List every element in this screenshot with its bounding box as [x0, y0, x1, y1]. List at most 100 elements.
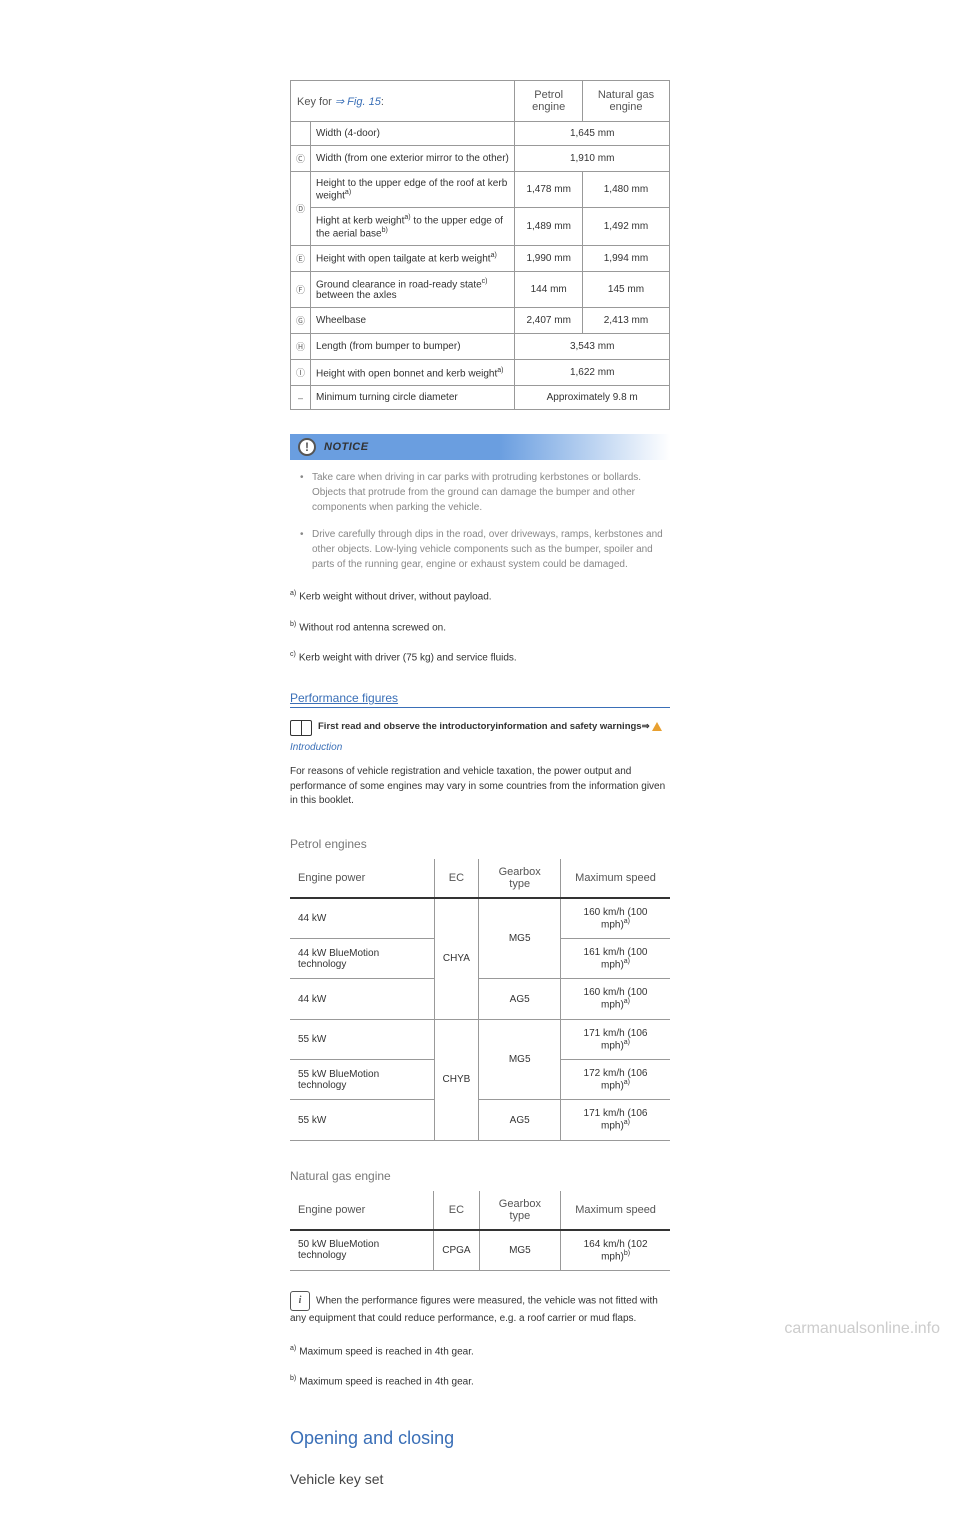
- cell-speed: 160 km/h (100 mph)a): [561, 979, 670, 1019]
- th-gearbox: Gearbox type: [479, 859, 561, 898]
- intro-row: First read and observe the introductoryi…: [290, 720, 670, 736]
- cell-ec: CPGA: [434, 1230, 479, 1271]
- cell-power: 44 kW: [290, 898, 434, 939]
- row-icon: Ⓔ: [291, 245, 311, 271]
- notice-title: NOTICE: [324, 441, 369, 453]
- row-value: 2,407 mm: [515, 308, 583, 334]
- chapter-heading: Opening and closing: [290, 1428, 670, 1449]
- table-row: 50 kW BlueMotion technology CPGA MG5 164…: [290, 1230, 670, 1271]
- col-petrol: Petrol engine: [515, 81, 583, 122]
- row-value: 1,622 mm: [515, 360, 670, 386]
- th-power: Engine power: [290, 859, 434, 898]
- table-row: 44 kW AG5 160 km/h (100 mph)a): [290, 979, 670, 1019]
- notice-item: Drive carefully through dips in the road…: [300, 527, 670, 572]
- warning-icon: [652, 722, 662, 731]
- row-value: 145 mm: [582, 271, 669, 307]
- th-power: Engine power: [290, 1191, 434, 1230]
- petrol-heading: Petrol engines: [290, 837, 670, 851]
- info-block: iWhen the performance figures were measu…: [290, 1291, 670, 1327]
- cell-speed: 171 km/h (106 mph)a): [561, 1019, 670, 1059]
- performance-figures-link[interactable]: Performance figures: [290, 691, 670, 708]
- row-label: Height with open tailgate at kerb weight…: [311, 245, 515, 271]
- th-gearbox: Gearbox type: [479, 1191, 561, 1230]
- cell-power: 55 kW: [290, 1019, 434, 1059]
- cell-speed: 161 km/h (100 mph)a): [561, 939, 670, 979]
- gas-heading: Natural gas engine: [290, 1169, 670, 1183]
- row-value: 1,910 mm: [515, 146, 670, 172]
- row-icon: Ⓓ: [291, 172, 311, 246]
- cell-power: 44 kW BlueMotion technology: [290, 939, 434, 979]
- footnote-a: a)Kerb weight without driver, without pa…: [290, 590, 670, 602]
- key-for-text: Key for: [297, 96, 335, 108]
- row-value: Approximately 9.8 m: [515, 386, 670, 410]
- cell-gear: MG5: [479, 1019, 561, 1100]
- petrol-table: Engine power EC Gearbox type Maximum spe…: [290, 859, 670, 1141]
- dimensions-table: Key for ⇒ Fig. 15: Petrol engine Natural…: [290, 80, 670, 410]
- row-icon: Ⓖ: [291, 308, 311, 334]
- table-row: Width (4-door) 1,645 mm: [291, 122, 670, 146]
- perf-footnote-b: b)Maximum speed is reached in 4th gear.: [290, 1375, 670, 1387]
- row-value: 1,492 mm: [582, 208, 669, 246]
- gas-table: Engine power EC Gearbox type Maximum spe…: [290, 1191, 670, 1271]
- row-icon: Ⓕ: [291, 271, 311, 307]
- row-icon: Ⓒ: [291, 146, 311, 172]
- table-row: Ⓘ Height with open bonnet and kerb weigh…: [291, 360, 670, 386]
- colon: :: [381, 96, 384, 108]
- table-row: Ⓒ Width (from one exterior mirror to the…: [291, 146, 670, 172]
- row-label: Ground clearance in road-ready statec) b…: [311, 271, 515, 307]
- notice-item: Take care when driving in car parks with…: [300, 470, 670, 515]
- cell-power: 55 kW: [290, 1100, 434, 1140]
- cell-speed: 172 km/h (106 mph)a): [561, 1060, 670, 1100]
- cell-gear: AG5: [479, 1100, 561, 1140]
- cell-speed: 164 km/h (102 mph)b): [561, 1230, 670, 1271]
- row-label: Minimum turning circle diameter: [311, 386, 515, 410]
- row-icon: [291, 122, 311, 146]
- cell-gear: MG5: [479, 1230, 561, 1271]
- book-icon: [290, 720, 312, 736]
- intro-text: First read and observe the introductoryi…: [318, 720, 662, 733]
- row-value: 144 mm: [515, 271, 583, 307]
- th-speed: Maximum speed: [561, 1191, 670, 1230]
- notice-bar: ! NOTICE: [290, 434, 670, 460]
- row-value: 2,413 mm: [582, 308, 669, 334]
- watermark: carmanualsonline.info: [784, 1320, 940, 1338]
- dim-header-key: Key for ⇒ Fig. 15:: [291, 81, 515, 122]
- row-icon: –: [291, 386, 311, 410]
- table-row: 55 kW CHYB MG5 171 km/h (106 mph)a): [290, 1019, 670, 1059]
- table-row: 44 kW CHYA MG5 160 km/h (100 mph)a): [290, 898, 670, 939]
- row-label: Hight at kerb weighta) to the upper edge…: [311, 208, 515, 246]
- table-row: 55 kW AG5 171 km/h (106 mph)a): [290, 1100, 670, 1140]
- row-value: 1,489 mm: [515, 208, 583, 246]
- row-value: 1,994 mm: [582, 245, 669, 271]
- row-label: Wheelbase: [311, 308, 515, 334]
- fig-link[interactable]: ⇒ Fig. 15: [335, 96, 381, 108]
- row-label: Height with open bonnet and kerb weighta…: [311, 360, 515, 386]
- cell-speed: 160 km/h (100 mph)a): [561, 898, 670, 939]
- table-row: Ⓔ Height with open tailgate at kerb weig…: [291, 245, 670, 271]
- row-label: Width (4-door): [311, 122, 515, 146]
- notice-icon: !: [298, 438, 316, 456]
- row-value: 3,543 mm: [515, 334, 670, 360]
- row-value: 1,478 mm: [515, 172, 583, 208]
- row-value: 1,990 mm: [515, 245, 583, 271]
- th-ec: EC: [434, 859, 479, 898]
- table-row: Ⓗ Length (from bumper to bumper) 3,543 m…: [291, 334, 670, 360]
- table-row: Hight at kerb weighta) to the upper edge…: [291, 208, 670, 246]
- perf-footnote-a: a)Maximum speed is reached in 4th gear.: [290, 1345, 670, 1357]
- row-label: Length (from bumper to bumper): [311, 334, 515, 360]
- notice-list: Take care when driving in car parks with…: [300, 470, 670, 572]
- introduction-link[interactable]: Introduction: [290, 742, 670, 753]
- perf-body: For reasons of vehicle registration and …: [290, 765, 670, 809]
- row-label: Width (from one exterior mirror to the o…: [311, 146, 515, 172]
- row-icon: Ⓗ: [291, 334, 311, 360]
- row-value: 1,645 mm: [515, 122, 670, 146]
- cell-speed: 171 km/h (106 mph)a): [561, 1100, 670, 1140]
- cell-ec: CHYA: [434, 898, 479, 1019]
- subchapter-heading: Vehicle key set: [290, 1471, 670, 1487]
- table-row: Ⓓ Height to the upper edge of the roof a…: [291, 172, 670, 208]
- cell-power: 50 kW BlueMotion technology: [290, 1230, 434, 1271]
- cell-gear: MG5: [479, 898, 561, 979]
- th-ec: EC: [434, 1191, 479, 1230]
- row-label: Height to the upper edge of the roof at …: [311, 172, 515, 208]
- table-row: Ⓕ Ground clearance in road-ready statec)…: [291, 271, 670, 307]
